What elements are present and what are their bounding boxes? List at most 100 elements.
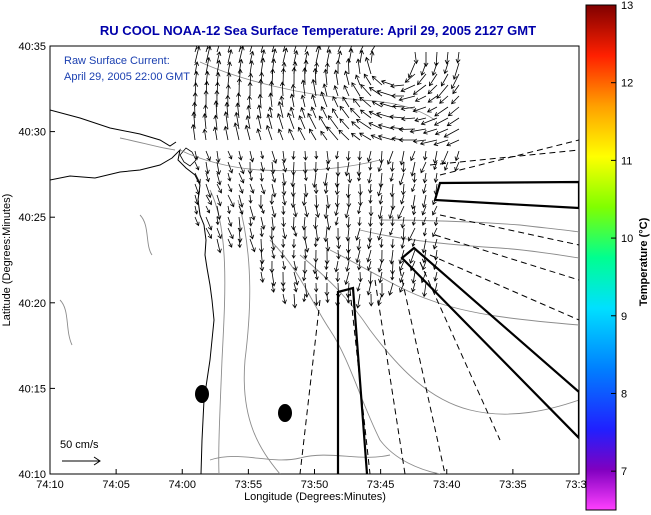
current-vector xyxy=(434,106,449,117)
current-vector xyxy=(389,172,394,182)
current-vector xyxy=(281,282,286,293)
current-vector xyxy=(398,249,405,265)
current-vector xyxy=(410,260,416,272)
current-vector xyxy=(433,161,438,171)
current-vector xyxy=(249,60,254,75)
current-vector xyxy=(414,117,427,123)
current-vector xyxy=(260,46,264,53)
current-vector xyxy=(355,227,361,241)
current-vector xyxy=(213,114,219,130)
current-vector xyxy=(366,150,372,163)
current-vector xyxy=(407,227,416,242)
current-vector xyxy=(377,123,394,130)
current-vector xyxy=(314,62,320,75)
current-vector xyxy=(433,216,439,227)
current-vector xyxy=(282,46,286,53)
current-vector xyxy=(440,73,449,87)
current-vector xyxy=(349,107,361,119)
current-vector xyxy=(344,205,350,219)
current-vector xyxy=(345,227,351,242)
current-vector xyxy=(345,238,351,254)
current-vector xyxy=(335,150,339,160)
current-vector xyxy=(238,161,245,175)
current-vector xyxy=(412,138,427,144)
x-axis-label: Longitude (Degrees:Minutes) xyxy=(244,491,386,503)
current-vector xyxy=(288,128,295,141)
current-vector xyxy=(216,205,222,221)
current-vector xyxy=(400,183,406,196)
current-vector xyxy=(266,113,273,130)
y-axis-label: Latitude (Degrees:Minutes) xyxy=(1,194,13,327)
current-vector xyxy=(357,150,362,161)
current-vector xyxy=(269,194,275,205)
current-vector xyxy=(236,77,242,97)
x-tick-label: 73:40 xyxy=(433,479,461,491)
current-vector xyxy=(347,172,353,184)
current-vector xyxy=(216,51,222,64)
colorbar-tick-label: 11 xyxy=(621,155,632,167)
current-vector xyxy=(313,293,319,307)
current-vector xyxy=(397,205,405,220)
current-vector xyxy=(291,249,296,259)
current-vector xyxy=(335,59,341,75)
current-vector xyxy=(314,271,319,281)
current-vector xyxy=(350,132,361,141)
current-vector xyxy=(271,172,277,183)
current-vector xyxy=(249,227,255,240)
current-vector xyxy=(192,91,198,108)
current-vector xyxy=(270,161,276,175)
current-vector xyxy=(212,126,218,141)
current-vector xyxy=(390,216,395,227)
colorbar-tick-label: 8 xyxy=(621,388,627,400)
current-vector xyxy=(411,216,416,226)
current-vector xyxy=(432,227,438,238)
current-vector xyxy=(303,249,308,260)
current-vectors xyxy=(190,46,461,309)
current-vector xyxy=(224,101,230,119)
current-vector xyxy=(227,172,232,182)
current-vector xyxy=(432,150,438,165)
current-vector xyxy=(422,172,428,184)
current-vector xyxy=(409,249,416,264)
current-vector xyxy=(357,205,361,215)
current-vector xyxy=(444,51,450,65)
current-vector xyxy=(300,106,306,119)
current-vector xyxy=(258,78,264,97)
current-vector xyxy=(290,183,296,197)
current-vector xyxy=(454,161,460,172)
current-vector xyxy=(205,172,210,183)
current-vector xyxy=(245,115,251,130)
current-vector xyxy=(359,132,372,141)
current-vector xyxy=(357,172,362,182)
current-vector xyxy=(265,124,273,141)
current-vector xyxy=(357,260,362,271)
current-vector xyxy=(318,115,328,130)
current-vector xyxy=(282,47,288,64)
x-tick-label: 74:00 xyxy=(168,479,196,491)
current-vector xyxy=(227,227,234,240)
current-vector xyxy=(249,183,255,194)
current-vector xyxy=(414,95,427,102)
current-vector xyxy=(308,128,317,141)
current-vector xyxy=(301,194,307,207)
current-vector xyxy=(249,46,253,53)
current-vector xyxy=(343,70,350,86)
annotation-line1: Raw Surface Current: xyxy=(64,55,170,67)
current-vector xyxy=(455,51,461,64)
current-vector xyxy=(313,216,318,230)
current-vector xyxy=(249,172,253,182)
current-vector xyxy=(270,216,276,231)
current-vector xyxy=(427,95,438,103)
current-vector xyxy=(290,83,296,97)
current-vector xyxy=(307,112,317,130)
current-vector xyxy=(368,271,373,285)
current-vector xyxy=(366,249,372,263)
current-vector xyxy=(303,150,308,161)
current-vector xyxy=(304,46,308,53)
current-vector xyxy=(215,216,220,226)
current-vector xyxy=(377,293,383,306)
current-vector xyxy=(325,238,331,252)
current-vector xyxy=(257,104,262,119)
current-vector xyxy=(366,282,372,296)
current-vector xyxy=(370,46,376,53)
